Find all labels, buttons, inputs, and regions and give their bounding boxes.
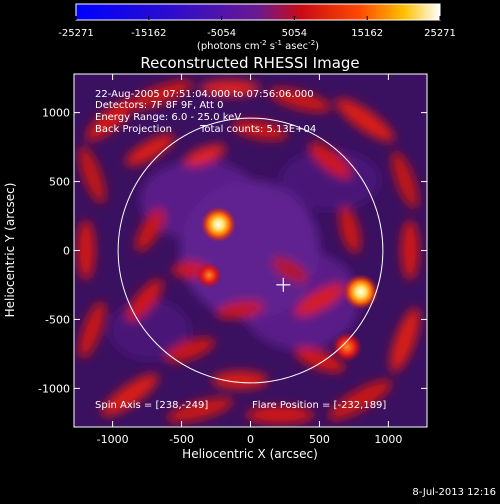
y-axis-label: Heliocentric Y (arcsec) (3, 183, 17, 318)
detectors-text: Detectors: 7F 8F 9F, Att 0 (95, 100, 223, 111)
total-counts-text: Total counts: 5.13E+04 (199, 124, 316, 135)
colorbar-tick-label: -25271 (58, 28, 93, 39)
colorbar: -25271 -15162 -5054 5054 15162 25271 (photons… (58, 3, 456, 52)
flare-source (342, 273, 379, 310)
energy-range-text: Energy Range: 6.0 - 25.0 keV (95, 112, 241, 123)
axis-ticks: -1000 -500 0 500 1000 -1000 -500 0 500 1000 (38, 74, 427, 446)
spin-axis-text: Spin Axis = [238,-249] (95, 400, 208, 411)
solar-limb-circle (117, 117, 384, 384)
colorbar-ticks: -25271 -15162 -5054 5054 15162 25271 (58, 16, 456, 39)
render-date: 8-Jul-2013 12:16 (412, 487, 496, 498)
method-text: Back Projection (95, 124, 172, 135)
flare-sources (196, 206, 379, 363)
y-tick-label: 0 (63, 245, 70, 258)
x-tick-label: 0 (247, 433, 254, 446)
x-tick-label: 1000 (374, 433, 402, 446)
x-axis-label: Heliocentric X (arcsec) (182, 447, 318, 461)
colorbar-tick-label: -5054 (207, 28, 236, 39)
flare-source (196, 262, 222, 289)
colorbar-tick-label: -15162 (131, 28, 166, 39)
y-tick-label: -500 (45, 313, 70, 326)
x-tick-label: -1000 (97, 433, 129, 446)
x-tick-label: 500 (309, 433, 330, 446)
observation-info: 22-Aug-2005 07:51:04.000 to 07:56:06.000… (95, 89, 386, 411)
colorbar-scale (75, 3, 441, 21)
spin-axis-crosshair (276, 277, 291, 292)
time-range-text: 22-Aug-2005 07:51:04.000 to 07:56:06.000 (95, 89, 314, 100)
flare-position-text: Flare Position = [-232,189] (252, 400, 386, 411)
colorbar-tick-label: 15162 (351, 28, 383, 39)
reconstructed-image (74, 74, 427, 427)
y-tick-label: 1000 (42, 107, 70, 120)
colorbar-tick-label: 5054 (282, 28, 307, 39)
chart-title: Reconstructed RHESSI Image (140, 54, 359, 72)
flare-source (331, 331, 363, 363)
y-tick-label: -1000 (38, 382, 70, 395)
colorbar-tick-label: 25271 (424, 28, 456, 39)
y-tick-label: 500 (49, 176, 70, 189)
colorbar-unit-label: (photons cm-2 s-1 asec-2) (197, 39, 319, 52)
x-tick-label: -500 (169, 433, 194, 446)
flare-source (200, 206, 237, 243)
